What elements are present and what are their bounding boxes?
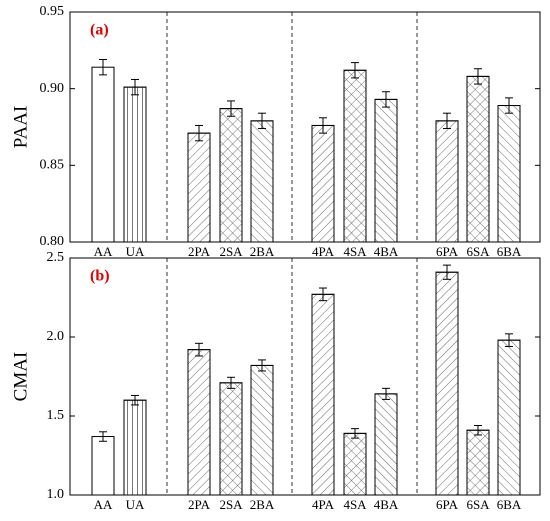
bar-hatch — [123, 399, 147, 496]
x-tick-label: 2SA — [219, 497, 243, 512]
x-tick-label: 2BA — [250, 244, 275, 259]
bar-hatch — [219, 108, 243, 243]
x-tick-label: 4BA — [374, 497, 399, 512]
x-tick-label: 2SA — [219, 244, 243, 259]
y-tick-label: 0.95 — [40, 4, 65, 19]
bar-hatch — [466, 75, 490, 243]
x-tick-label: 2PA — [188, 244, 211, 259]
bar-hatch — [435, 271, 459, 496]
annotation: (a) — [90, 22, 109, 39]
bar — [91, 436, 115, 496]
bar-hatch — [466, 429, 490, 496]
x-tick-label: 6PA — [436, 244, 459, 259]
bar-hatch — [250, 120, 274, 243]
plot-frame — [69, 257, 541, 496]
y-tick-label: 0.85 — [40, 158, 65, 173]
bar-hatch — [374, 98, 398, 243]
y-tick-label: 1.5 — [47, 408, 65, 423]
bar — [91, 66, 115, 243]
x-tick-label: 4SA — [343, 244, 367, 259]
bar-hatch — [187, 349, 211, 496]
x-tick-label: UA — [126, 244, 145, 259]
x-tick-label: 2PA — [188, 497, 211, 512]
y-tick-label: 0.90 — [40, 81, 65, 96]
y-tick-label: 0.80 — [40, 234, 65, 249]
x-tick-label: 6SA — [466, 244, 490, 259]
annotation: (b) — [90, 268, 110, 285]
x-tick-label: 6SA — [466, 497, 490, 512]
x-tick-label: 2BA — [250, 497, 275, 512]
plot-frame — [69, 11, 541, 243]
bar-hatch — [311, 124, 335, 243]
x-tick-label: 4PA — [312, 497, 335, 512]
y-tick-label: 2.5 — [47, 250, 65, 265]
x-tick-label: 6BA — [497, 244, 522, 259]
bar-hatch — [497, 105, 521, 243]
bar-hatch — [343, 69, 367, 243]
bar-hatch — [219, 382, 243, 496]
bar-hatch — [311, 293, 335, 496]
x-tick-label: 4BA — [374, 244, 399, 259]
y-axis-label: PAAI — [10, 106, 31, 149]
bar-hatch — [343, 432, 367, 496]
bar-hatch — [187, 132, 211, 243]
x-tick-label: 6BA — [497, 497, 522, 512]
y-tick-label: 1.0 — [47, 487, 65, 502]
x-tick-label: 4SA — [343, 497, 367, 512]
x-tick-label: AA — [94, 497, 113, 512]
y-tick-label: 2.0 — [47, 329, 65, 344]
x-tick-label: AA — [94, 244, 113, 259]
x-tick-label: 6PA — [436, 497, 459, 512]
x-tick-label: UA — [126, 497, 145, 512]
bar-hatch — [497, 339, 521, 496]
bar-hatch — [374, 393, 398, 496]
bar-hatch — [123, 86, 147, 243]
bar-hatch — [435, 120, 459, 243]
y-axis-label: CMAI — [10, 352, 31, 402]
bar-hatch — [250, 364, 274, 496]
x-tick-label: 4PA — [312, 244, 335, 259]
